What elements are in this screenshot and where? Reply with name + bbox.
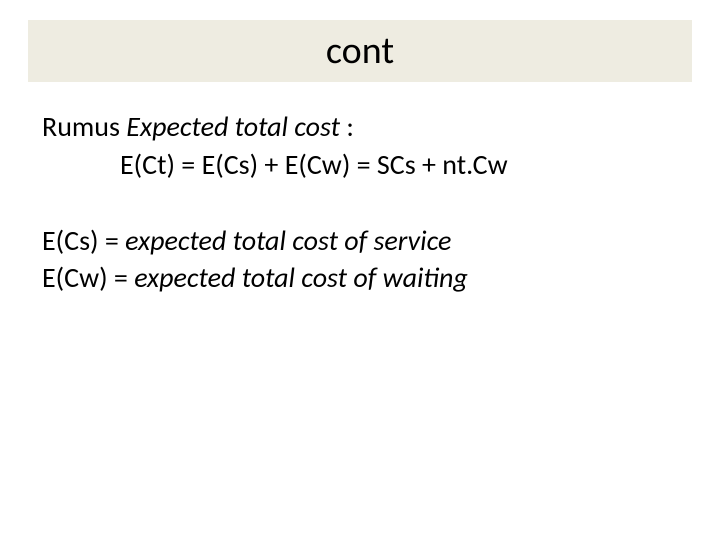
blank-line [42, 184, 678, 222]
slide-body: Rumus Expected total cost : E(Ct) = E(Cs… [42, 108, 678, 297]
text-italic: expected total cost of service [125, 223, 451, 258]
text-suffix: : [340, 109, 354, 144]
line-def-ecw: E(Cw) = expected total cost of waiting [42, 259, 678, 297]
slide-title: cont [326, 28, 394, 74]
slide: cont Rumus Expected total cost : E(Ct) =… [0, 0, 720, 540]
text-prefix: E(Cw) = [42, 260, 134, 295]
text-prefix: Rumus [42, 109, 126, 144]
text-prefix: E(Cs) = [42, 223, 125, 258]
text-italic: expected total cost of waiting [134, 260, 468, 295]
line-def-ecs: E(Cs) = expected total cost of service [42, 222, 678, 260]
title-bar: cont [28, 20, 692, 82]
line-formula-label: Rumus Expected total cost : [42, 108, 678, 146]
line-formula: E(Ct) = E(Cs) + E(Cw) = SCs + nt.Cw [42, 146, 678, 184]
text-italic: Expected total cost [126, 109, 340, 144]
